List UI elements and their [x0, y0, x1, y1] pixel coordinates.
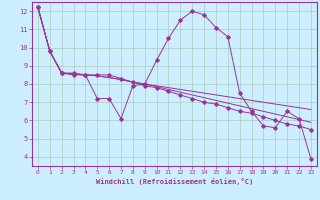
X-axis label: Windchill (Refroidissement éolien,°C): Windchill (Refroidissement éolien,°C): [96, 178, 253, 185]
